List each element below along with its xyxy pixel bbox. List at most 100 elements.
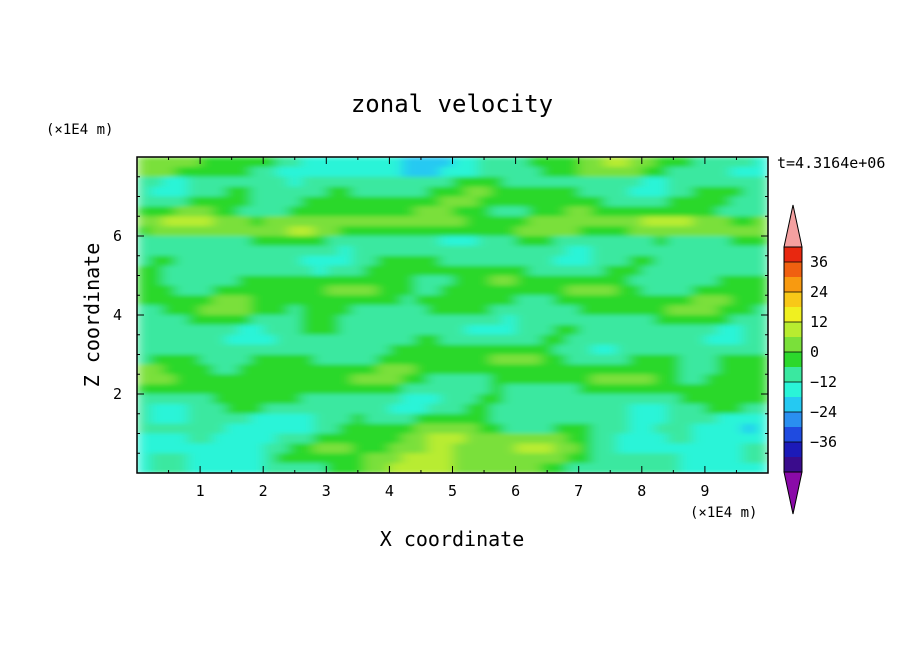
heatmap-cell — [263, 364, 277, 375]
heatmap-cell — [250, 334, 264, 346]
heatmap-cell — [263, 226, 277, 237]
heatmap-cell — [187, 157, 201, 168]
heatmap-cell — [137, 236, 151, 247]
heatmap-cell — [566, 206, 580, 217]
heatmap-cell — [603, 463, 618, 473]
heatmap-cell — [566, 216, 580, 227]
heatmap-cell — [313, 334, 327, 346]
heatmap-cell — [553, 265, 567, 277]
heatmap-cell — [603, 394, 618, 405]
heatmap-cell — [654, 226, 668, 237]
heatmap-cell — [389, 285, 403, 296]
heatmap-cell — [730, 166, 744, 178]
heatmap-cell — [427, 166, 441, 178]
heatmap-cell — [149, 216, 163, 227]
heatmap-cell — [389, 166, 403, 178]
heatmap-cell — [528, 324, 542, 336]
heatmap-cell — [515, 245, 529, 257]
heatmap-cell — [389, 413, 403, 425]
heatmap-cell — [717, 226, 731, 237]
heatmap-cell — [654, 324, 668, 336]
heatmap-cell — [326, 206, 340, 217]
heatmap-cell — [490, 394, 504, 405]
heatmap-cell — [187, 403, 201, 415]
heatmap-cell — [149, 463, 163, 473]
heatmap-cell — [502, 364, 517, 375]
heatmap-cell — [351, 384, 365, 395]
heatmap-cell — [515, 374, 529, 385]
heatmap-cell — [376, 285, 390, 296]
heatmap-cell — [414, 265, 428, 277]
heatmap-cell — [137, 334, 151, 346]
heatmap-cell — [755, 275, 768, 286]
heatmap-cell — [667, 374, 681, 385]
heatmap-cell — [629, 196, 643, 207]
heatmap-cell — [515, 285, 529, 296]
heatmap-cell — [414, 315, 428, 326]
heatmap-cell — [338, 463, 353, 473]
heatmap-cell — [629, 403, 643, 415]
heatmap-cell — [755, 216, 768, 227]
heatmap-cell — [667, 334, 681, 346]
heatmap-cell — [275, 324, 290, 336]
heatmap-cell — [250, 374, 264, 385]
heatmap-cell — [679, 463, 693, 473]
heatmap-cell — [566, 236, 580, 247]
heatmap-cell — [187, 334, 201, 346]
heatmap-cell — [174, 186, 189, 198]
heatmap-cell — [137, 206, 151, 217]
heatmap-cell — [288, 226, 302, 237]
heatmap-cell — [301, 334, 315, 346]
heatmap-cell — [654, 245, 668, 257]
heatmap-cell — [641, 166, 656, 178]
x-axis-label: X coordinate — [380, 527, 525, 551]
heatmap-cell — [755, 413, 768, 425]
heatmap-cell — [730, 265, 744, 277]
heatmap-cell — [414, 334, 428, 346]
heatmap-cell — [275, 315, 290, 326]
heatmap-cell — [174, 236, 189, 247]
heatmap-cell — [288, 344, 302, 356]
heatmap-cell — [629, 324, 643, 336]
heatmap-cell — [616, 443, 630, 454]
heatmap-cell — [452, 285, 466, 296]
heatmap-cell — [528, 245, 542, 257]
heatmap-cell — [477, 305, 491, 316]
heatmap-cell — [225, 275, 239, 286]
heatmap-cell — [212, 236, 226, 247]
heatmap-cell — [263, 275, 277, 286]
heatmap-cell — [717, 176, 731, 188]
heatmap-cell — [540, 216, 555, 227]
heatmap-cell — [414, 236, 428, 247]
heatmap-cell — [477, 226, 491, 237]
heatmap-cell — [540, 255, 555, 267]
heatmap-cell — [654, 236, 668, 247]
heatmap-cell — [326, 384, 340, 395]
heatmap-cell — [263, 285, 277, 296]
heatmap-cell — [490, 285, 504, 296]
heatmap-cell — [629, 443, 643, 454]
heatmap-cell — [477, 334, 491, 346]
heatmap-cell — [162, 255, 176, 267]
heatmap-cell — [502, 384, 517, 395]
heatmap-cell — [402, 236, 416, 247]
heatmap-cell — [692, 423, 706, 435]
heatmap-cell — [540, 413, 555, 425]
heatmap-cell — [452, 255, 466, 267]
heatmap-cell — [263, 433, 277, 444]
heatmap-cell — [515, 236, 529, 247]
heatmap-cell — [465, 206, 479, 217]
heatmap-cell — [452, 176, 466, 188]
colorbar-min-arrow — [783, 471, 803, 515]
heatmap-cell — [301, 364, 315, 375]
heatmap-cell — [679, 354, 693, 365]
heatmap-cell — [515, 226, 529, 237]
heatmap-cell — [351, 166, 365, 178]
heatmap-cell — [351, 443, 365, 454]
heatmap-cell — [237, 443, 252, 454]
heatmap-cell — [376, 334, 390, 346]
heatmap-cell — [313, 196, 327, 207]
heatmap-cell — [427, 226, 441, 237]
heatmap-cell — [465, 285, 479, 296]
heatmap-cell — [515, 384, 529, 395]
